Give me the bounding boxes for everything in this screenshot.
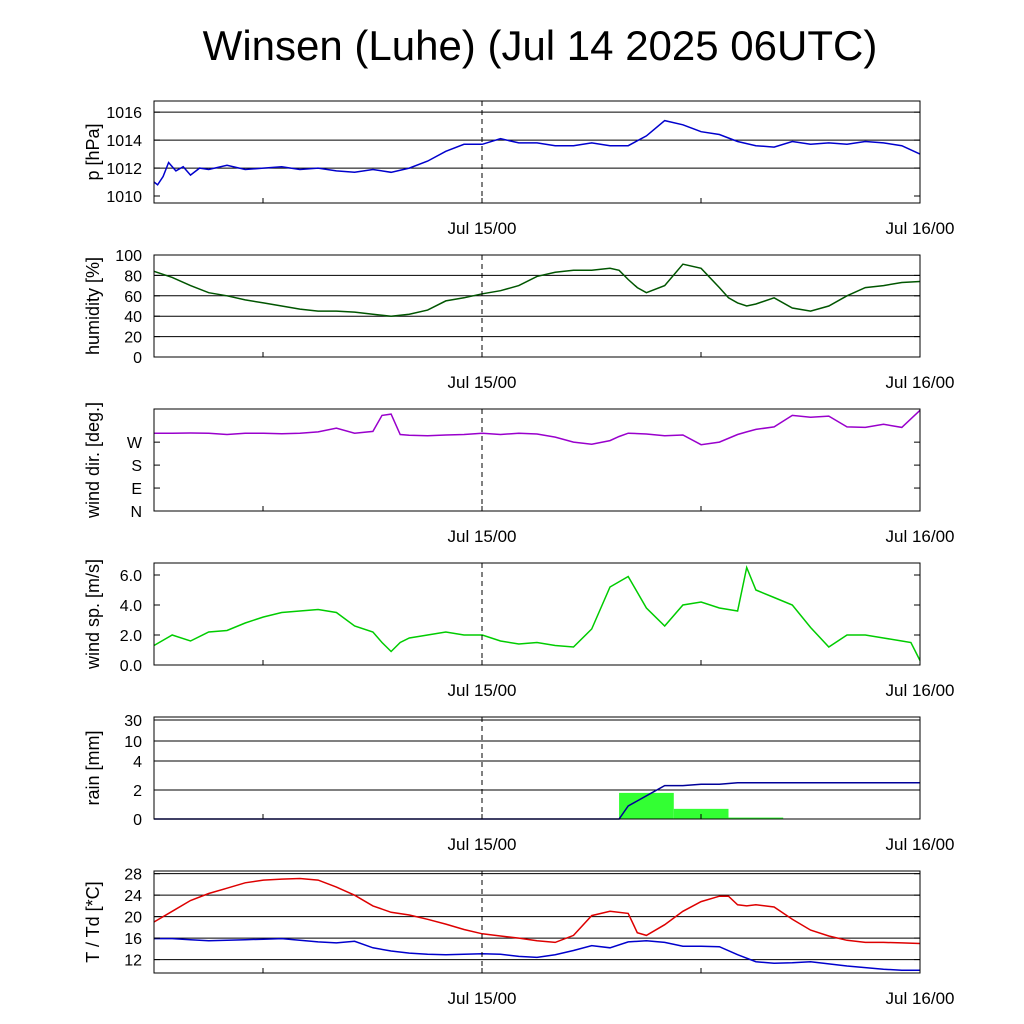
y-tick-label: 6.0 (120, 568, 142, 585)
y-tick-label: 20 (124, 330, 142, 347)
y-axis-label: T / Td [*C] (83, 881, 103, 962)
y-tick-label: W (127, 435, 143, 452)
y-tick-label: 100 (115, 248, 142, 265)
y-tick-label: 24 (124, 888, 142, 905)
y-tick-label: 1014 (106, 133, 142, 150)
y-tick-label: 0 (133, 812, 142, 829)
x-tick-label: Jul 16/00 (886, 681, 955, 700)
series-line-temperature (153, 877, 921, 945)
y-tick-label: 80 (124, 268, 142, 285)
y-tick-label: 40 (124, 309, 142, 326)
panel-frame (153, 716, 921, 820)
y-tick-label: 28 (124, 867, 142, 884)
rain-bar (619, 792, 674, 819)
x-tick-label: Jul 15/00 (448, 681, 517, 700)
x-tick-label: Jul 15/00 (448, 219, 517, 238)
series-line-wind_dir (154, 409, 921, 446)
panel-frame (153, 254, 921, 358)
y-axis-label: humidity [%] (83, 257, 103, 355)
x-tick-label: Jul 16/00 (886, 527, 955, 546)
panel-frame (153, 100, 921, 204)
rain-bar (728, 817, 784, 819)
series-line-pressure (153, 119, 921, 186)
y-axis-label: rain [mm] (83, 730, 103, 805)
y-tick-label: E (131, 481, 142, 498)
panel-frame (153, 870, 921, 974)
x-tick-label: Jul 16/00 (886, 989, 955, 1008)
y-tick-label: 0.0 (120, 658, 142, 675)
y-axis-label: wind sp. [m/s] (83, 559, 103, 670)
y-tick-label: 60 (124, 289, 142, 306)
series-line-dewpoint (154, 937, 920, 972)
y-tick-label: 20 (124, 910, 142, 927)
series-line-humidity (153, 263, 921, 317)
y-tick-label: 1012 (106, 161, 142, 178)
x-tick-label: Jul 15/00 (448, 989, 517, 1008)
x-tick-label: Jul 15/00 (448, 527, 517, 546)
chart-title: Winsen (Luhe) (Jul 14 2025 06UTC) (202, 22, 878, 69)
series-line-rain_line (154, 782, 920, 820)
panel-frame (153, 408, 921, 512)
y-tick-label: 1016 (106, 105, 142, 122)
y-tick-label: 16 (124, 931, 142, 948)
y-tick-label: 4 (133, 754, 142, 771)
y-tick-label: 4.0 (120, 598, 142, 615)
y-tick-label: 2 (133, 783, 142, 800)
series-line-wind_speed (153, 564, 921, 661)
x-tick-label: Jul 16/00 (886, 835, 955, 854)
x-tick-label: Jul 15/00 (448, 373, 517, 392)
y-tick-label: N (130, 504, 142, 521)
x-tick-label: Jul 15/00 (448, 835, 517, 854)
x-tick-label: Jul 16/00 (886, 373, 955, 392)
y-tick-label: 0 (133, 350, 142, 367)
y-tick-label: 1010 (106, 189, 142, 206)
y-axis-label: p [hPa] (83, 123, 103, 180)
panel-frame (153, 562, 921, 666)
x-tick-label: Jul 16/00 (886, 219, 955, 238)
y-tick-label: 30 (124, 713, 142, 730)
y-axis-label: wind dir. [deg.] (83, 402, 103, 519)
rain-bar (673, 808, 729, 819)
y-tick-label: S (131, 458, 142, 475)
y-tick-label: 2.0 (120, 628, 142, 645)
y-tick-label: 12 (124, 953, 142, 970)
y-tick-label: 10 (124, 734, 142, 751)
